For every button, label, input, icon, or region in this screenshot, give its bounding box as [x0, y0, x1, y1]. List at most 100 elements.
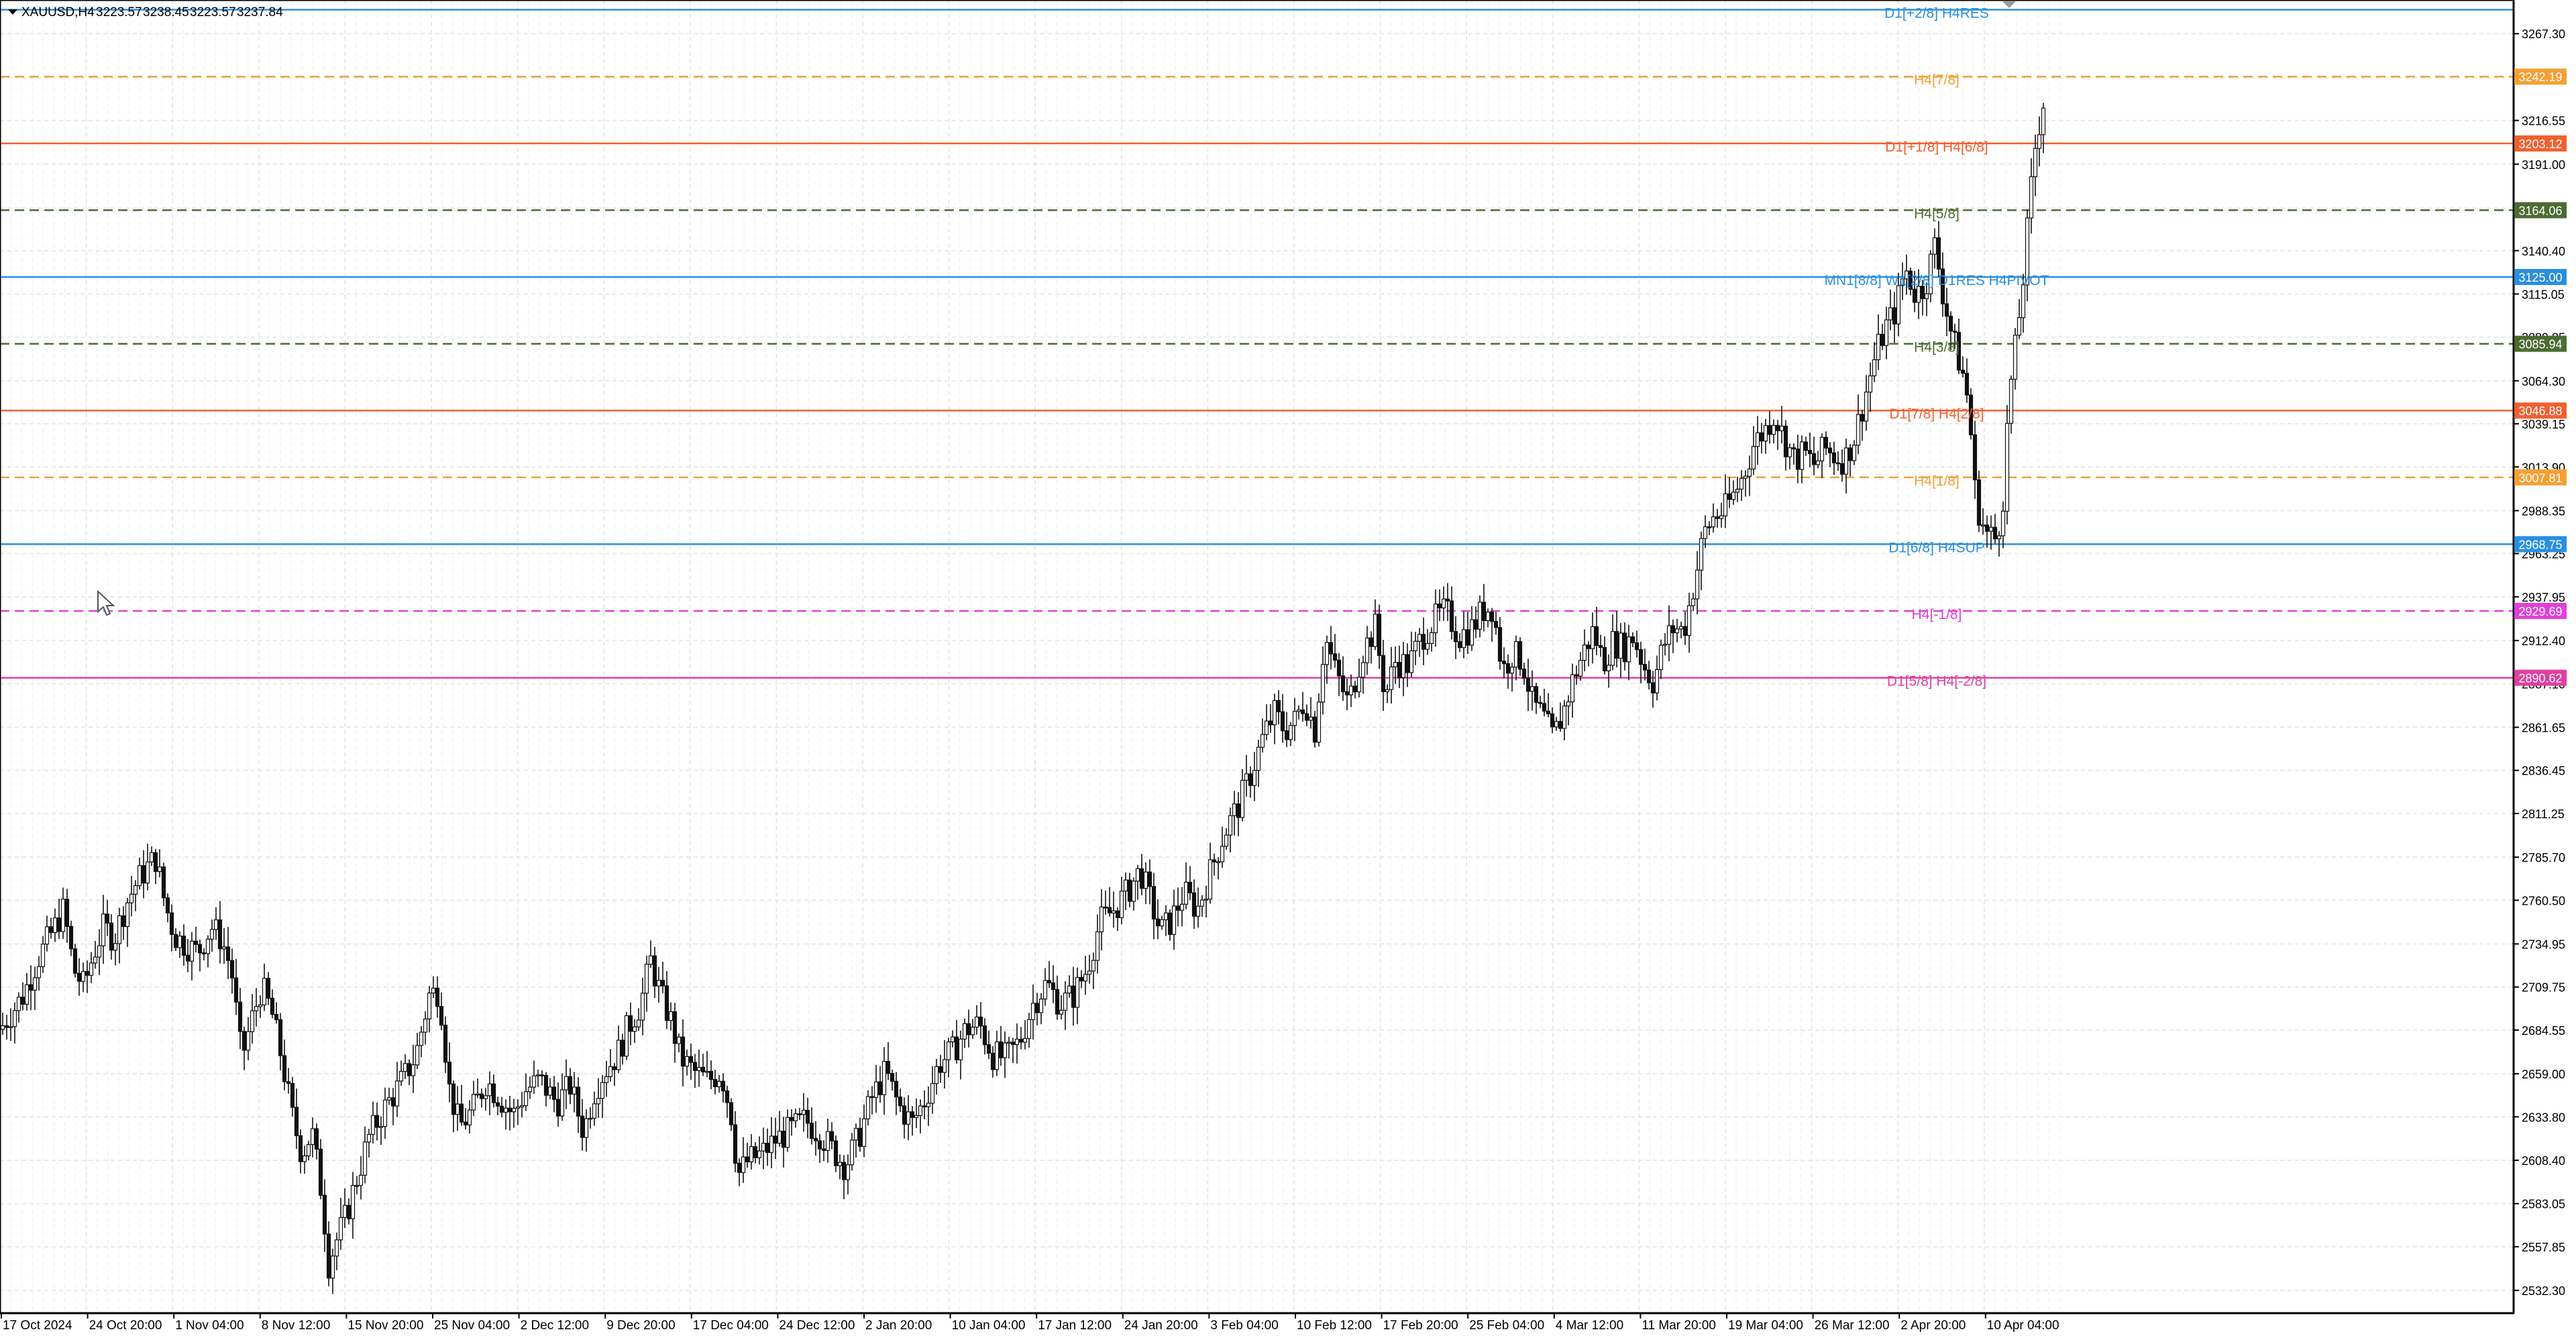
candle-body	[1751, 446, 1756, 469]
candle-body	[153, 852, 158, 873]
candle-body	[1562, 706, 1567, 729]
candle-body	[137, 865, 142, 887]
candle-body	[1224, 834, 1229, 847]
y-tick-label: 2912.40	[2522, 634, 2565, 648]
y-tick-label: 2937.95	[2522, 591, 2565, 604]
x-tick-label: 8 Nov 12:00	[262, 1319, 330, 1333]
candle-body	[2033, 148, 2038, 178]
candle-body	[322, 1194, 327, 1235]
candle-body	[1087, 970, 1092, 975]
scroll-marker-icon[interactable]	[2002, 1, 2016, 8]
candle-body	[576, 1086, 581, 1117]
candle-body	[588, 1117, 593, 1120]
candle-body	[338, 1217, 343, 1241]
candle-body	[1876, 333, 1881, 360]
price-badge-box	[2514, 669, 2567, 686]
candle-body	[1232, 803, 1237, 816]
candle-body	[982, 1025, 987, 1046]
candle-body	[1904, 270, 1909, 280]
candle-body	[1787, 447, 1792, 457]
candle-body	[837, 1162, 843, 1166]
candle-body	[2004, 423, 2010, 512]
candle-body	[688, 1056, 694, 1063]
candle-body	[1686, 605, 1692, 636]
candle-body	[869, 1096, 875, 1099]
candle-body	[205, 938, 211, 954]
candle-body	[1807, 449, 1813, 454]
candle-body	[1723, 493, 1728, 516]
y-tick-label: 3191.00	[2522, 158, 2565, 172]
x-tick-label: 10 Apr 04:00	[1987, 1319, 2059, 1333]
candle-body	[1063, 992, 1068, 1011]
candle-body	[1312, 716, 1318, 743]
candle-body	[1964, 373, 1970, 396]
price-badge-box	[2514, 202, 2567, 219]
candle-body	[1992, 526, 1998, 539]
candle-body	[1529, 686, 1535, 692]
y-tick-label: 2836.45	[2522, 765, 2565, 778]
candle-body	[145, 861, 150, 884]
candle-body	[467, 1109, 472, 1125]
x-tick-label: 11 Mar 20:00	[1642, 1319, 1716, 1333]
candle-body	[1880, 333, 1885, 346]
candle-body	[8, 1026, 13, 1028]
candle-body	[1719, 515, 1724, 519]
candle-body	[1783, 425, 1788, 457]
candle-body	[1469, 619, 1474, 646]
x-tick-label: 24 Oct 20:00	[89, 1319, 162, 1333]
candle-body	[246, 1031, 251, 1051]
candle-body	[1791, 447, 1796, 450]
price-badge-box	[2514, 335, 2567, 352]
candle-body	[1429, 632, 1434, 645]
candle-body	[1276, 700, 1281, 712]
candle-body	[1308, 716, 1313, 721]
candle-body	[189, 940, 195, 962]
candle-body	[1244, 773, 1249, 781]
candle-body	[1236, 803, 1241, 818]
candle-body	[237, 1001, 243, 1032]
candle-body	[1996, 535, 2002, 539]
candle-body	[1968, 394, 1974, 435]
candle-body	[366, 1133, 372, 1143]
candle-body	[362, 1141, 368, 1176]
candle-body	[1046, 980, 1052, 984]
level-label: D1[6/8] H4SUP	[1888, 540, 1985, 555]
candle-body	[310, 1128, 315, 1145]
candle-body	[117, 915, 122, 944]
candle-body	[2000, 510, 2006, 537]
candle-body	[1638, 649, 1644, 665]
candle-body	[1091, 960, 1096, 972]
candle-body	[930, 1083, 935, 1104]
candle-body	[821, 1148, 826, 1151]
candle-body	[962, 1023, 967, 1040]
candle-body	[1228, 815, 1233, 836]
candle-body	[1252, 769, 1257, 786]
candle-body	[684, 1056, 690, 1067]
candle-body	[1843, 447, 1849, 475]
candle-body	[1731, 492, 1736, 500]
candle-body	[628, 1015, 633, 1032]
candle-body	[1183, 881, 1189, 905]
candle-body	[946, 1041, 951, 1060]
level-label: D1[7/8] H4[2/8]	[1889, 406, 1984, 422]
candle-body	[28, 984, 34, 991]
candle-body	[1860, 414, 1865, 422]
candle-body	[85, 970, 90, 976]
candle-body	[1509, 667, 1515, 674]
candle-body	[608, 1066, 613, 1077]
candle-body	[427, 993, 432, 1019]
candle-body	[262, 978, 267, 1006]
candle-body	[708, 1070, 714, 1080]
candle-body	[101, 913, 106, 946]
candle-body	[672, 1011, 678, 1044]
candle-body	[455, 1103, 460, 1115]
level-label: D1[+1/8] H4[6/8]	[1885, 139, 1988, 155]
candle-body	[1119, 891, 1124, 918]
candle-body	[4, 1025, 9, 1028]
candle-body	[1195, 905, 1201, 917]
candle-body	[415, 1045, 420, 1066]
caption-dropdown-icon[interactable]	[8, 9, 17, 15]
